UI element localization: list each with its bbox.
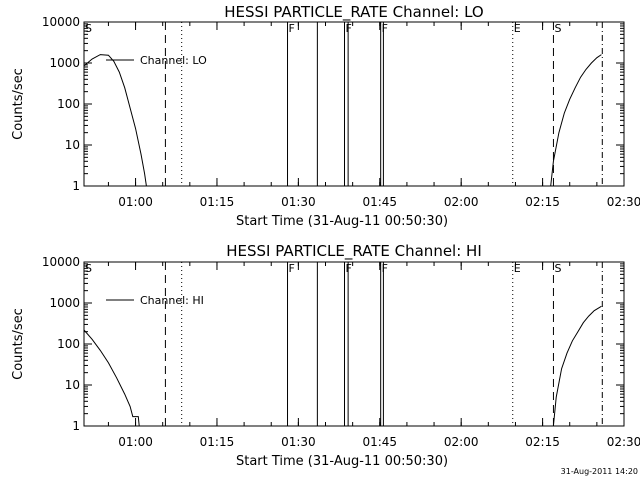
chart-title: HESSI PARTICLE_RATE Channel: LO xyxy=(224,3,483,22)
x-tick-label: 01:00 xyxy=(118,435,153,449)
legend-label: Channel: HI xyxy=(140,294,204,307)
x-tick-label: 02:15 xyxy=(525,195,560,209)
x-tick-label: 02:00 xyxy=(444,435,479,449)
y-tick-label: 100 xyxy=(57,97,80,111)
x-axis-label: Start Time (31-Aug-11 00:50:30) xyxy=(236,214,448,229)
series-line xyxy=(550,54,602,187)
y-tick-label: 1000 xyxy=(49,296,80,310)
series-line xyxy=(552,305,602,427)
x-tick-label: 01:30 xyxy=(281,195,316,209)
x-axis-label: Start Time (31-Aug-11 00:50:30) xyxy=(236,454,448,469)
y-axis-label: Counts/sec xyxy=(11,68,26,140)
event-marker-label: E xyxy=(514,22,521,35)
hi-channel-panel: HESSI PARTICLE_RATE Channel: HI 1 10 100 100… xyxy=(11,242,640,469)
y-tick-label: 100 xyxy=(57,337,80,351)
x-tick-label: 01:45 xyxy=(362,435,397,449)
y-tick-label: 10000 xyxy=(42,15,80,29)
event-marker-label: F xyxy=(289,22,295,35)
event-marker-label: F xyxy=(346,22,352,35)
x-tick-label: 02:15 xyxy=(525,435,560,449)
x-tick-label: 02:30 xyxy=(607,435,640,449)
series-line xyxy=(83,329,140,427)
event-marker-label: S xyxy=(554,22,561,35)
event-marker-label: F xyxy=(382,22,388,35)
event-marker-label: S xyxy=(85,22,92,35)
x-tick-label: 01:15 xyxy=(200,195,235,209)
series-line xyxy=(83,54,147,187)
event-marker-label: S xyxy=(554,262,561,275)
y-tick-label: 10 xyxy=(65,138,80,152)
event-marker-label: F xyxy=(346,262,352,275)
legend-label: Channel: LO xyxy=(140,54,207,67)
x-tick-label: 01:30 xyxy=(281,435,316,449)
x-tick-label: 01:15 xyxy=(200,435,235,449)
lo-channel-panel: HESSI PARTICLE_RATE Channel: LO 1 10 100 100… xyxy=(11,3,640,229)
chart-title: HESSI PARTICLE_RATE Channel: HI xyxy=(226,242,482,261)
event-marker-label: S xyxy=(85,262,92,275)
y-tick-label: 1 xyxy=(72,419,80,433)
x-tick-label: 01:45 xyxy=(362,195,397,209)
x-tick-label: 01:00 xyxy=(118,195,153,209)
timestamp-footer: 31-Aug-2011 14:20 xyxy=(561,467,638,476)
y-tick-label: 1000 xyxy=(49,56,80,70)
y-tick-label: 10000 xyxy=(42,255,80,269)
event-marker-label: F xyxy=(382,262,388,275)
y-axis-label: Counts/sec xyxy=(11,308,26,380)
event-marker-label: E xyxy=(514,262,521,275)
y-tick-label: 10 xyxy=(65,378,80,392)
y-tick-label: 1 xyxy=(72,179,80,193)
event-marker-label: F xyxy=(289,262,295,275)
x-tick-label: 02:30 xyxy=(607,195,640,209)
x-tick-label: 02:00 xyxy=(444,195,479,209)
